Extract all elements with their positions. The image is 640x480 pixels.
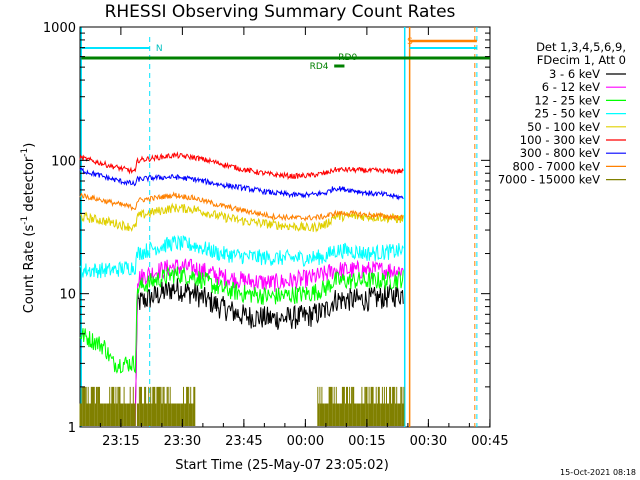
y-tick-labels: 1 10 100 1000	[43, 21, 76, 436]
series-layer	[79, 151, 405, 426]
x-axis-label: Start Time (25-May-07 23:05:02)	[175, 458, 389, 473]
series-line-3	[79, 265, 404, 374]
annotation-n: N	[156, 44, 163, 54]
x-tick-label-2: 23:30	[164, 434, 201, 449]
legend-label-7: 300 - 800 keV	[520, 146, 600, 160]
y-tick-label-3: 100	[51, 154, 76, 169]
axis-ticks	[80, 26, 491, 428]
series-line-1	[134, 278, 404, 409]
y-label-sup-2: -1	[20, 148, 30, 157]
x-tick-label-3: 23:45	[225, 434, 262, 449]
legend-label-1: 3 - 6 keV	[549, 67, 600, 81]
annotations: N S RD0 RD4	[156, 37, 413, 72]
annotation-rd0: RD0	[338, 53, 357, 63]
y-tick-label-2: 10	[59, 288, 76, 303]
y-label-part-1: Count Rate (s	[22, 225, 37, 314]
y-label-part-2: detector	[22, 156, 37, 216]
y-axis-label: Count Rate (s-1 detector-1)	[20, 143, 37, 314]
legend-label-5: 50 - 100 keV	[527, 120, 600, 134]
legend-label-2: 6 - 12 keV	[542, 80, 600, 94]
x-tick-label-7: 00:45	[471, 434, 508, 449]
x-tick-label-1: 23:15	[102, 434, 139, 449]
legend-label-4: 25 - 50 keV	[534, 107, 600, 121]
legend-label-3: 12 - 25 keV	[534, 93, 600, 107]
chart-title: RHESSI Observing Summary Count Rates	[105, 2, 456, 22]
legend-label-6: 100 - 300 keV	[520, 133, 600, 147]
x-tick-labels: 23:15 23:30 23:45 00:00 00:15 00:30 00:45	[102, 434, 508, 449]
series-line-4	[79, 234, 404, 279]
annotation-rd4: RD4	[310, 62, 329, 72]
y-label-part-3: )	[22, 143, 37, 148]
annotation-s: S	[407, 37, 413, 47]
legend-label-9: 7000 - 15000 keV	[498, 173, 600, 187]
footer-timestamp: 15-Oct-2021 08:18	[560, 468, 636, 477]
y-tick-label-4: 1000	[43, 21, 76, 36]
y-tick-label-1: 1	[68, 421, 76, 436]
series-line-6	[79, 151, 404, 181]
series-line-9	[79, 386, 405, 426]
legend-header-1: Det 1,3,4,5,6,9,	[536, 40, 626, 54]
series-line-2	[134, 258, 404, 426]
x-tick-label-6: 00:30	[410, 434, 447, 449]
y-label-sup-1: -1	[20, 216, 30, 225]
series-line-8	[79, 191, 404, 222]
legend-label-8: 800 - 7000 keV	[512, 159, 600, 173]
status-bands	[80, 27, 490, 427]
legend-header-2: FDecim 1, Att 0	[537, 53, 626, 67]
x-tick-label-5: 00:15	[348, 434, 385, 449]
legend: Det 1,3,4,5,6,9, FDecim 1, Att 0 3 - 6 k…	[498, 40, 626, 187]
x-tick-label-4: 00:00	[287, 434, 324, 449]
series-line-7	[79, 167, 404, 201]
